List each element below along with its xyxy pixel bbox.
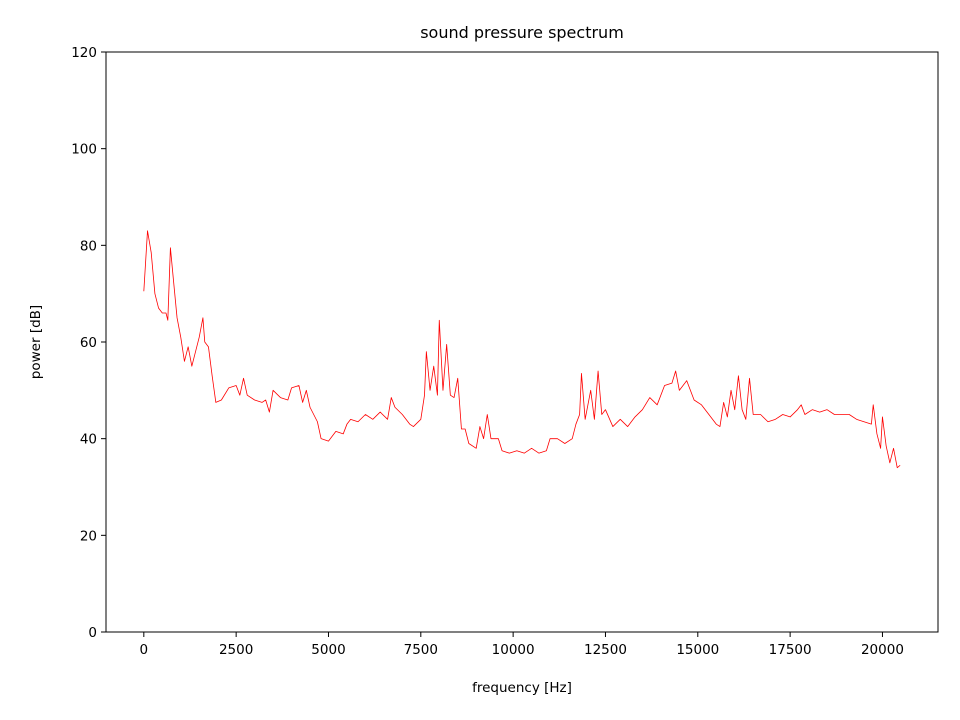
y-axis-label: power [dB] bbox=[28, 305, 44, 379]
x-tick-label: 5000 bbox=[311, 642, 345, 658]
data-line bbox=[143, 230, 901, 469]
x-axis-label: frequency [Hz] bbox=[472, 680, 572, 696]
x-tick-label: 10000 bbox=[492, 642, 535, 658]
y-tick-label: 0 bbox=[88, 625, 97, 641]
y-tick-label: 40 bbox=[80, 432, 97, 448]
x-tick-label: 0 bbox=[140, 642, 149, 658]
chart-title: sound pressure spectrum bbox=[420, 23, 624, 42]
x-tick-label: 2500 bbox=[219, 642, 253, 658]
x-tick-label: 12500 bbox=[584, 642, 627, 658]
y-tick-label: 120 bbox=[71, 45, 97, 61]
y-tick-label: 60 bbox=[80, 335, 97, 351]
y-tick-label: 20 bbox=[80, 528, 97, 544]
plot-frame bbox=[105, 51, 939, 633]
y-tick-label: 80 bbox=[80, 238, 97, 254]
y-tick-label: 100 bbox=[71, 142, 97, 158]
x-tick-label: 7500 bbox=[404, 642, 438, 658]
x-tick-label: 20000 bbox=[861, 642, 904, 658]
x-tick-label: 15000 bbox=[676, 642, 719, 658]
x-tick-label: 17500 bbox=[769, 642, 812, 658]
